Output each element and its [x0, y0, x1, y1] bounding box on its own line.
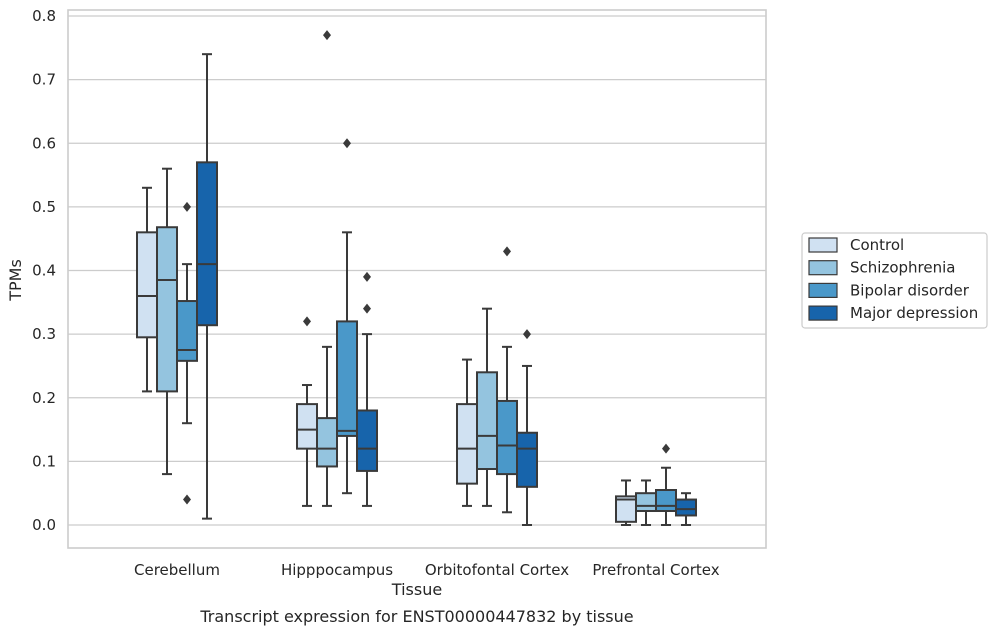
box-control [456, 358, 478, 507]
box-iqr [476, 371, 498, 471]
y-tick-labels: 0.0 0.1 0.2 0.3 0.4 0.5 0.6 0.7 0.8 [32, 7, 56, 534]
box-major-depression [516, 329, 538, 526]
outlier-point [323, 30, 331, 41]
box-iqr [516, 431, 538, 488]
box-major-depression [675, 492, 697, 526]
y-tick-label: 0.5 [32, 198, 56, 216]
x-tick-labels: Cerebellum Hipppocampus Orbitofontal Corte… [134, 561, 720, 579]
box-iqr [635, 492, 657, 513]
box-bipolar-disorder [655, 443, 677, 526]
box-bipolar-disorder [336, 138, 358, 495]
box-bipolar-disorder [496, 246, 518, 514]
box-iqr [156, 226, 178, 393]
outlier-point [343, 138, 351, 149]
y-tick-label: 0.2 [32, 389, 56, 407]
legend-label: Control [850, 236, 904, 254]
outlier-point [183, 494, 191, 505]
legend-label: Schizophrenia [850, 259, 955, 277]
y-tick-label: 0.6 [32, 134, 56, 152]
plot-frame [67, 9, 767, 549]
box-iqr [456, 403, 478, 485]
box-control [615, 479, 637, 526]
box-control [136, 186, 158, 393]
y-tick-label: 0.3 [32, 325, 56, 343]
x-tick-label: Hipppocampus [281, 561, 393, 579]
x-tick-label: Orbitofontal Cortex [425, 561, 569, 579]
box-iqr [496, 399, 518, 476]
box-control [296, 316, 318, 507]
box-iqr [675, 498, 697, 517]
outlier-point [363, 271, 371, 282]
outlier-point [303, 316, 311, 327]
outlier-point [183, 201, 191, 212]
box-iqr [336, 320, 358, 437]
box-iqr [196, 161, 218, 327]
legend-swatch [808, 282, 838, 298]
box-schizophrenia [635, 479, 657, 526]
legend-swatch [808, 260, 838, 276]
y-tick-label: 0.4 [32, 262, 56, 280]
legend-label: Bipolar disorder [850, 281, 970, 299]
box-major-depression [196, 53, 218, 520]
box-bipolar-disorder [176, 201, 198, 505]
chart-caption: Transcript expression for ENST0000044783… [199, 607, 633, 626]
legend-frame [801, 232, 988, 329]
box-iqr [296, 403, 318, 450]
box-schizophrenia [476, 307, 498, 507]
box-iqr [655, 489, 677, 513]
y-tick-label: 0.0 [32, 516, 56, 534]
legend-swatch [808, 305, 838, 321]
x-tick-label: Cerebellum [134, 561, 220, 579]
y-tick-label: 0.7 [32, 71, 56, 89]
box-series [136, 30, 697, 526]
y-tick-label: 0.8 [32, 7, 56, 25]
box-iqr [176, 300, 198, 362]
x-tick-label: Prefrontal Cortex [592, 561, 719, 579]
legend-label: Major depression [850, 304, 978, 322]
outlier-point [503, 246, 511, 257]
y-axis-title: TPMs [6, 259, 25, 302]
box-major-depression [356, 271, 378, 507]
legend: Control Schizophrenia Bipolar disorder Majo… [801, 232, 988, 329]
box-schizophrenia [156, 167, 178, 476]
y-tick-label: 0.1 [32, 452, 56, 470]
legend-swatch [808, 237, 838, 253]
x-axis-title: Tissue [391, 580, 442, 599]
box-iqr [356, 409, 378, 472]
box-iqr [136, 231, 158, 339]
outlier-point [662, 443, 670, 454]
box-iqr [316, 417, 338, 468]
outlier-point [363, 303, 371, 314]
box-schizophrenia [316, 30, 338, 507]
outlier-point [523, 329, 531, 340]
